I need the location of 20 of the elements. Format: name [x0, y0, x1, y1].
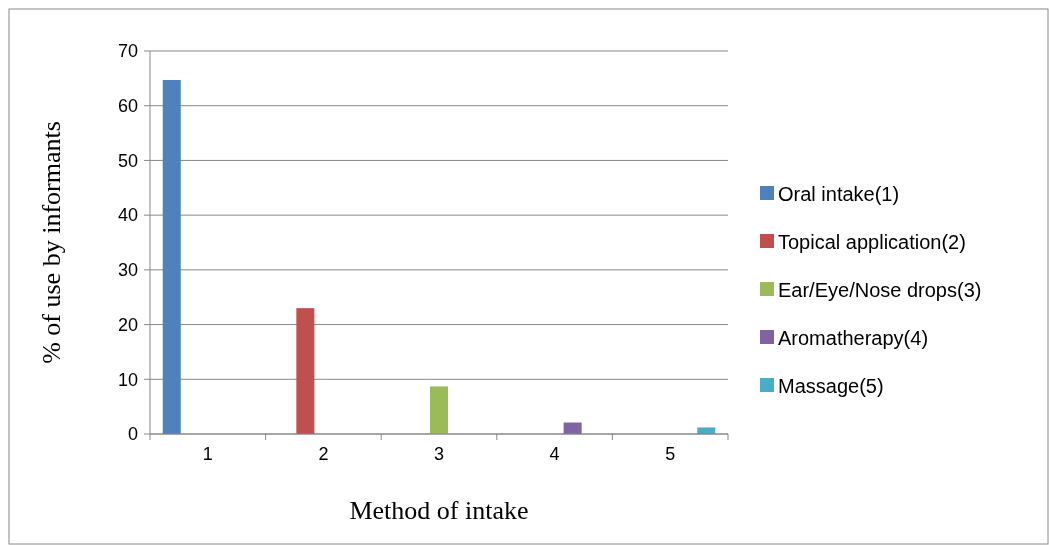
y-tick-label: 50	[117, 150, 138, 171]
y-tick-label: 0	[127, 424, 138, 445]
x-tick-label: 2	[318, 444, 329, 464]
y-axis-title: % of use by informants	[37, 121, 66, 364]
x-tick-label: 3	[433, 444, 445, 464]
legend-label: Topical application(2)	[778, 231, 966, 253]
x-axis-title: Method of intake	[349, 496, 529, 525]
legend-label: Aromatherapy(4)	[778, 327, 929, 349]
y-tick-label: 40	[117, 205, 138, 226]
x-tick-label: 1	[202, 444, 213, 464]
y-tick-label: 30	[117, 260, 138, 281]
y-tick-label: 10	[117, 369, 138, 390]
y-tick-label: 60	[117, 96, 138, 117]
legend-label: Oral intake(1)	[778, 183, 900, 205]
legend-label: Massage(5)	[778, 375, 884, 397]
y-tick-label: 70	[117, 41, 138, 62]
x-tick-label: 4	[549, 444, 560, 464]
legend-label: Ear/Eye/Nose drops(3)	[778, 279, 982, 301]
x-tick-label: 5	[665, 444, 676, 464]
y-tick-label: 20	[117, 314, 138, 335]
